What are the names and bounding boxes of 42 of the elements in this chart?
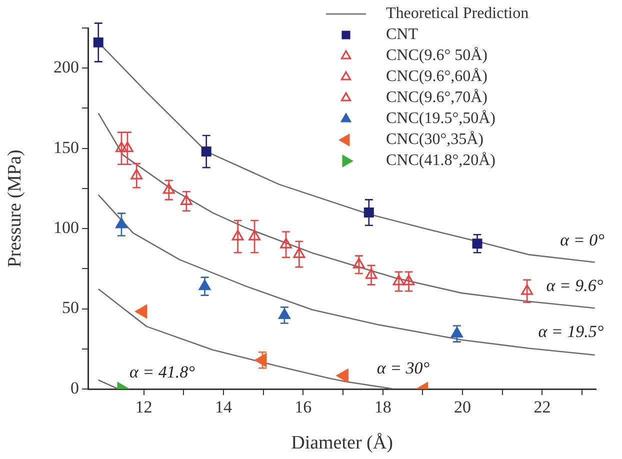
legend-label: CNC(9.6°,60Å) [386,67,488,86]
x-axis-title: Diameter (Å) [291,432,393,454]
point [521,284,534,295]
y-tick-label: 100 [54,218,79,238]
x-tick-label: 20 [454,398,472,417]
y-tick-label: 200 [54,58,79,77]
annotation: α = 19.5° [538,322,604,341]
annotation: α = 41.8° [129,362,196,382]
legend-label: Theoretical Prediction [386,5,529,22]
point [392,274,405,286]
y-tick-label: 150 [54,138,79,157]
y-axis-title: Pressure (MPa) [4,150,26,268]
x-tick-label: 12 [135,398,152,417]
y-tick-label: 50 [62,298,79,318]
point [365,268,378,279]
annotation: α = 30° [376,358,430,378]
x-tick-label: 22 [534,398,551,417]
legend-label: CNC(9.6° 50Å) [386,46,488,64]
y-tick-label: 0 [70,378,79,398]
legend-label: CNC(41.8°,20Å) [386,151,496,170]
point [232,230,244,240]
point [248,230,260,240]
point [280,238,292,248]
point [402,274,415,286]
point [116,142,128,152]
point [352,258,365,268]
point [130,168,143,180]
annotation: α = 9.6° [546,276,604,295]
point [180,194,192,206]
x-tick-label: 18 [374,398,392,417]
legend-label: CNC(30°,35Å) [386,130,484,148]
point [116,218,128,228]
x-tick-label: 16 [294,398,312,417]
legend-label: CNC(9.6°,70Å) [386,88,488,106]
annotation: α = 0° [560,230,605,250]
point [162,183,175,194]
legend-label: CNC(19.5°,50Å) [386,109,496,128]
point [278,308,290,319]
x-tick-label: 14 [214,398,232,417]
point [293,247,306,258]
legend-label: CNT [386,26,418,44]
point [122,142,134,152]
